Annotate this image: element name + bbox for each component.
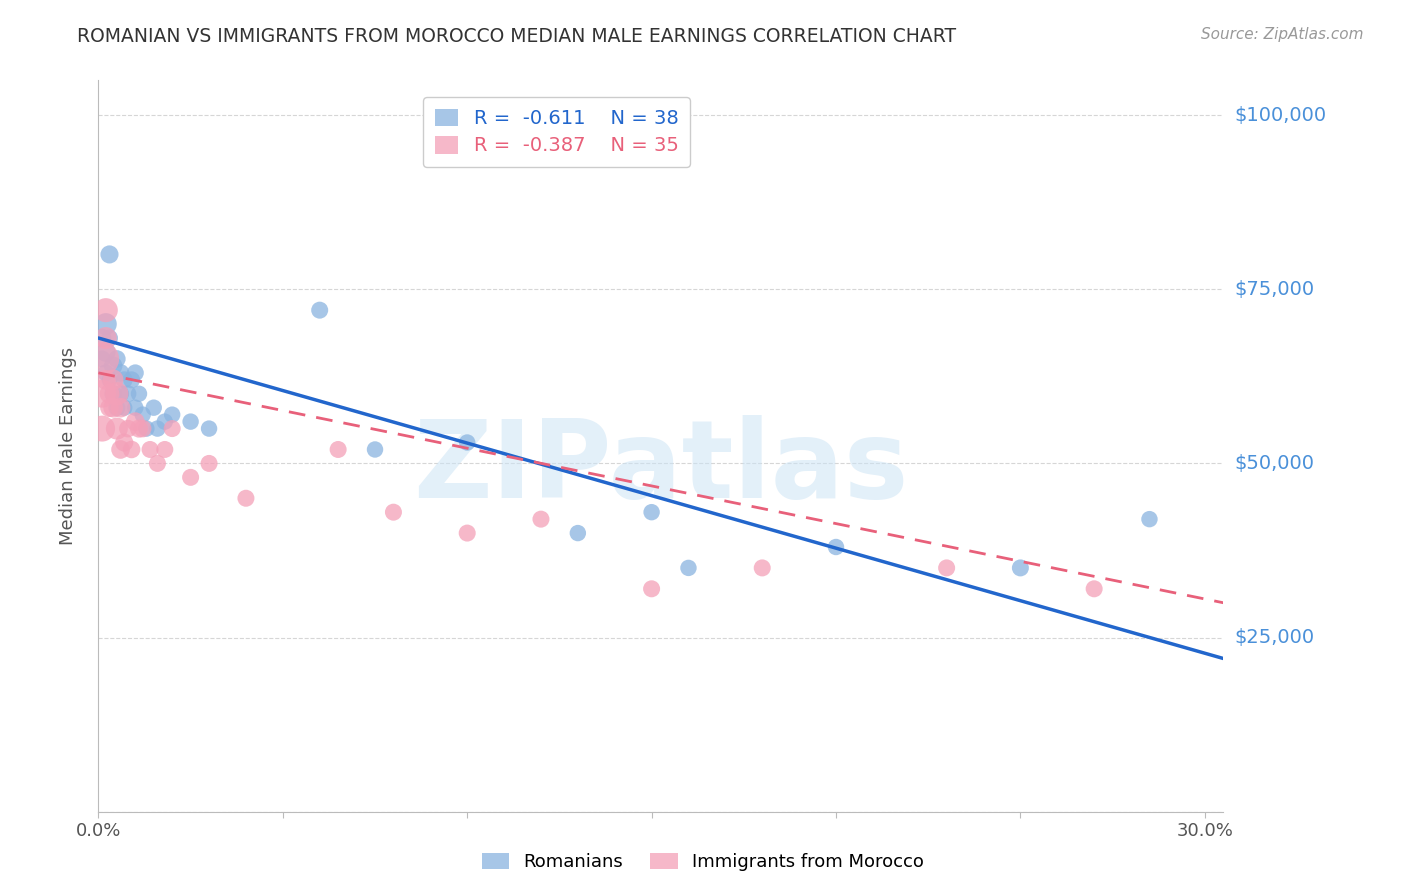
Point — [94, 303, 117, 318]
Point — [91, 421, 114, 435]
Point — [101, 401, 124, 415]
Y-axis label: Median Male Earnings: Median Male Earnings — [59, 347, 77, 545]
Point — [105, 401, 128, 415]
Point — [1083, 582, 1105, 596]
Text: $25,000: $25,000 — [1234, 628, 1315, 647]
Point — [91, 386, 114, 401]
Point — [456, 435, 478, 450]
Point — [128, 386, 150, 401]
Point — [121, 442, 143, 457]
Point — [94, 345, 117, 359]
Point — [112, 435, 135, 450]
Point — [180, 415, 202, 429]
Point — [308, 303, 330, 318]
Text: ROMANIAN VS IMMIGRANTS FROM MOROCCO MEDIAN MALE EARNINGS CORRELATION CHART: ROMANIAN VS IMMIGRANTS FROM MOROCCO MEDI… — [77, 27, 956, 45]
Point — [456, 526, 478, 541]
Point — [101, 359, 124, 373]
Point — [153, 442, 176, 457]
Point — [153, 415, 176, 429]
Point — [98, 386, 121, 401]
Point — [146, 457, 169, 471]
Point — [121, 373, 143, 387]
Point — [110, 401, 132, 415]
Point — [146, 421, 169, 435]
Point — [98, 373, 121, 387]
Legend: Romanians, Immigrants from Morocco: Romanians, Immigrants from Morocco — [475, 846, 931, 879]
Point — [101, 386, 124, 401]
Point — [105, 351, 128, 366]
Point — [751, 561, 773, 575]
Point — [124, 401, 146, 415]
Point — [110, 366, 132, 380]
Point — [101, 373, 124, 387]
Legend: R =  -0.611    N = 38, R =  -0.387    N = 35: R = -0.611 N = 38, R = -0.387 N = 35 — [423, 97, 690, 167]
Point — [678, 561, 700, 575]
Text: ZIPatlas: ZIPatlas — [413, 415, 908, 521]
Point — [117, 386, 139, 401]
Point — [112, 373, 135, 387]
Point — [131, 421, 153, 435]
Point — [326, 442, 349, 457]
Point — [131, 408, 153, 422]
Point — [105, 421, 128, 435]
Point — [98, 247, 121, 261]
Point — [91, 331, 114, 345]
Point — [98, 401, 121, 415]
Point — [640, 505, 662, 519]
Point — [128, 421, 150, 435]
Point — [94, 331, 117, 345]
Point — [1010, 561, 1032, 575]
Point — [825, 540, 848, 554]
Point — [382, 505, 405, 519]
Point — [110, 442, 132, 457]
Text: Source: ZipAtlas.com: Source: ZipAtlas.com — [1201, 27, 1364, 42]
Point — [1139, 512, 1161, 526]
Point — [94, 373, 117, 387]
Point — [364, 442, 387, 457]
Text: $75,000: $75,000 — [1234, 280, 1315, 299]
Point — [112, 401, 135, 415]
Point — [180, 470, 202, 484]
Point — [105, 386, 128, 401]
Point — [530, 512, 553, 526]
Point — [198, 421, 221, 435]
Point — [135, 421, 157, 435]
Point — [935, 561, 957, 575]
Point — [98, 331, 121, 345]
Point — [94, 317, 117, 331]
Point — [91, 351, 114, 366]
Text: $50,000: $50,000 — [1234, 454, 1315, 473]
Point — [124, 415, 146, 429]
Point — [117, 421, 139, 435]
Point — [124, 366, 146, 380]
Point — [640, 582, 662, 596]
Point — [142, 401, 165, 415]
Point — [160, 421, 183, 435]
Point — [160, 408, 183, 422]
Text: $100,000: $100,000 — [1234, 105, 1326, 125]
Point — [110, 386, 132, 401]
Point — [567, 526, 589, 541]
Point — [94, 366, 117, 380]
Point — [198, 457, 221, 471]
Point — [235, 491, 257, 506]
Point — [91, 351, 114, 366]
Point — [139, 442, 162, 457]
